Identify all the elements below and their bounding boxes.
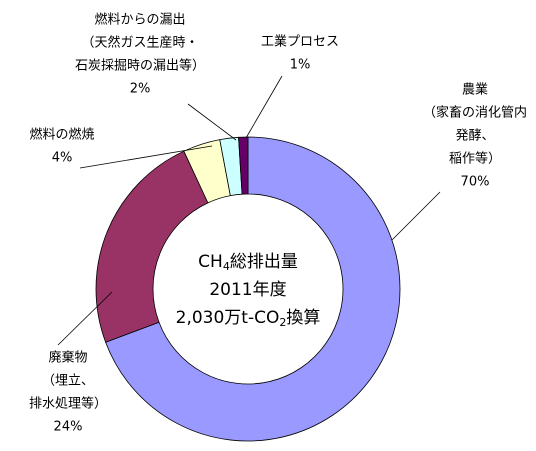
slice-label: 燃料からの漏出 <box>94 12 185 28</box>
slice-label: 排水処理等） <box>29 396 107 412</box>
leader-line <box>245 75 283 139</box>
slice-label: （天然ガス生産時・ <box>81 35 198 51</box>
center-text: CH4総排出量 2011年度 2,030万t-CO2換算 <box>176 252 321 329</box>
slice <box>238 136 249 195</box>
center-line: CH4総排出量 <box>198 252 298 273</box>
value-label: 1% <box>290 58 311 73</box>
leader-line <box>187 103 237 141</box>
value-label: 4% <box>52 151 73 166</box>
slice-label: 工業プロセス <box>261 34 339 50</box>
center-line: 2011年度 <box>209 280 286 300</box>
slice <box>95 150 209 343</box>
leader-line <box>391 191 441 241</box>
slice-label: 石炭採掘時の漏出等） <box>75 58 205 74</box>
slice-label: 廃棄物 <box>48 350 87 366</box>
center-line: 2,030万t-CO2換算 <box>176 308 321 329</box>
slice-label: 燃料の燃焼 <box>29 127 94 143</box>
slice-label: （埋立、 <box>42 374 94 389</box>
value-label: 70% <box>461 175 490 190</box>
slice-label: 稲作等） <box>449 151 501 167</box>
slice-label: 農業 <box>462 82 488 98</box>
slice-label: （家畜の消化管内 <box>423 105 527 121</box>
leader-line <box>57 291 113 346</box>
slice <box>105 136 401 442</box>
value-label: 2% <box>130 82 151 97</box>
slice-label: 発酵、 <box>455 129 494 144</box>
leader-line <box>79 145 213 169</box>
value-label: 24% <box>54 420 83 435</box>
